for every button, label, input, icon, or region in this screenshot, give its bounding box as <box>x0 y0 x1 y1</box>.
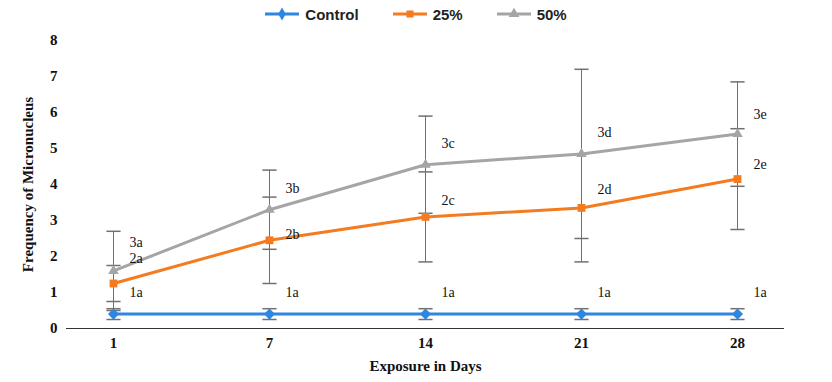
svg-text:2e: 2e <box>754 157 767 172</box>
svg-text:3a: 3a <box>130 235 144 250</box>
svg-text:1a: 1a <box>442 285 456 300</box>
svg-text:3d: 3d <box>598 125 612 140</box>
svg-text:2a: 2a <box>130 251 144 266</box>
svg-text:2d: 2d <box>598 182 612 197</box>
svg-text:3: 3 <box>50 212 58 228</box>
svg-text:5: 5 <box>50 140 58 156</box>
svg-text:1a: 1a <box>754 285 768 300</box>
html-text:50%: 50% <box>536 5 567 23</box>
svg-text:6: 6 <box>50 104 58 120</box>
svg-text:0: 0 <box>50 320 58 336</box>
svg-text:1a: 1a <box>286 285 300 300</box>
svg-text:7: 7 <box>266 335 274 351</box>
svg-text:Exposure in Days: Exposure in Days <box>369 358 481 374</box>
svg-text:3e: 3e <box>754 107 767 122</box>
svg-text:7: 7 <box>50 68 58 84</box>
html-text:Control: Control <box>305 5 359 23</box>
svg-text:21: 21 <box>574 335 589 351</box>
svg-text:2: 2 <box>50 248 58 264</box>
svg-text:2c: 2c <box>442 193 455 208</box>
svg-text:14: 14 <box>418 335 434 351</box>
svg-text:8: 8 <box>50 32 58 48</box>
svg-text:2b: 2b <box>286 227 300 242</box>
svg-text:Frequency of Micronucleus: Frequency of Micronucleus <box>20 97 36 272</box>
svg-text:3b: 3b <box>286 181 300 196</box>
svg-text:1a: 1a <box>598 285 612 300</box>
svg-text:3c: 3c <box>442 136 455 151</box>
svg-text:1a: 1a <box>130 285 144 300</box>
html-text:25%: 25% <box>432 5 463 23</box>
svg-text:1: 1 <box>50 284 58 300</box>
svg-text:28: 28 <box>730 335 745 351</box>
svg-text:4: 4 <box>50 176 58 192</box>
svg-text:1: 1 <box>110 335 118 351</box>
